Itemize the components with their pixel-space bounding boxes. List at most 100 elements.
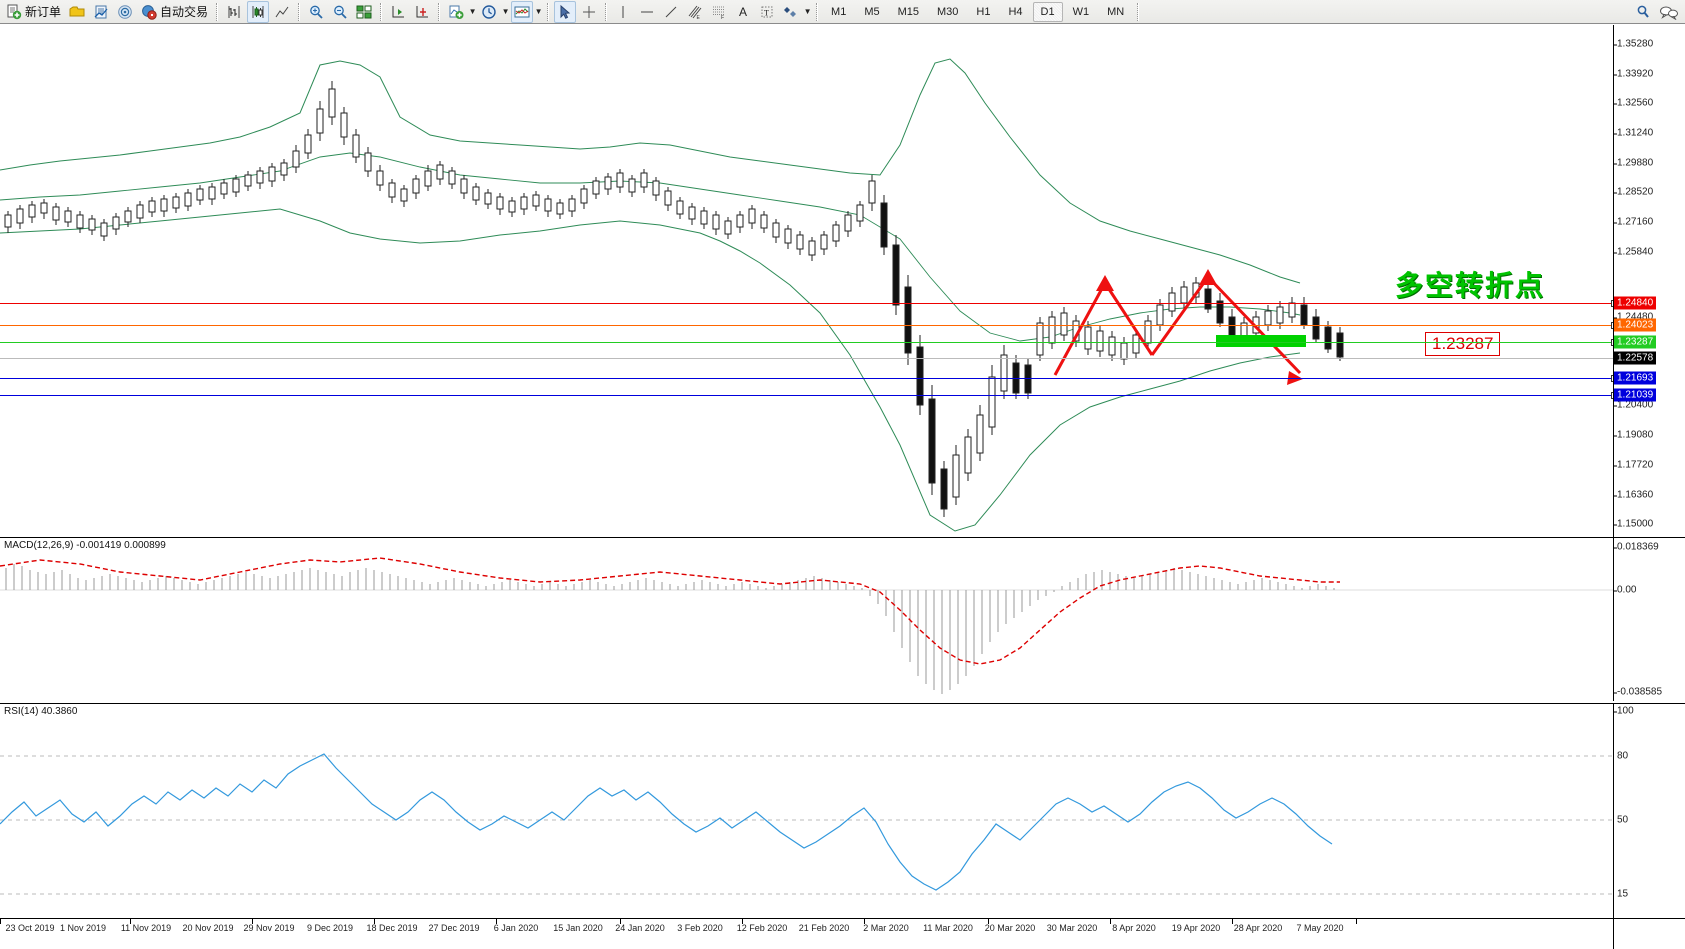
fibonacci-button[interactable]: F [708,1,730,23]
candlestick-chart-button[interactable] [247,0,270,23]
timeframe-m30[interactable]: M30 [937,5,959,18]
rsi-line [0,753,1333,891]
level-line-124023[interactable] [0,322,1618,329]
line-chart-button[interactable] [271,1,293,23]
price-tick: 1.25840 [1613,247,1653,258]
price-level-label-resistance-2[interactable]: 1.24023 [1614,318,1657,332]
price-callout: 1.23287 [1425,332,1501,356]
level-line-121693[interactable] [0,375,1618,382]
bollinger-middle-band [0,152,1301,342]
auto-scroll-button[interactable] [387,1,409,23]
rsi-axis: 100 80 50 15 [1613,704,1685,918]
autotrading-icon [142,4,157,20]
price-tick: 1.27160 [1613,217,1653,228]
new-order-label: 新订单 [25,5,62,19]
price-level-label-support-1[interactable]: 1.21693 [1614,371,1657,385]
rsi-tick: 80 [1617,750,1629,762]
price-axis[interactable]: 1.35280 1.33920 1.32560 1.31240 1.29880 … [1613,25,1685,537]
periods-caret-icon[interactable]: ▼ [501,7,510,16]
zoom-in-button[interactable] [305,1,327,23]
toolbar-separator-6 [605,2,608,21]
level-line-124840[interactable] [0,300,1618,307]
tile-windows-button[interactable] [353,1,375,23]
data-window-button[interactable] [114,1,136,23]
time-tick: 1 Nov 2019 [59,923,107,933]
macd-tick: 0.00 [1613,585,1636,596]
templates-caret-icon[interactable]: ▼ [534,7,543,16]
time-tick: 24 Jan 2020 [615,923,665,933]
tile-windows-icon [356,5,372,18]
indicators-icon [449,5,464,19]
price-tick: 1.24480 [1613,312,1653,323]
text-label-button[interactable]: T [756,1,778,23]
timeframe-d1[interactable]: D1 [1032,1,1063,22]
shapes-button[interactable] [780,1,802,23]
equidistant-channel-button[interactable]: E [684,1,706,23]
candlestick-series [4,81,1344,517]
toolbar-separator [216,2,219,21]
bar-chart-button[interactable] [223,1,245,23]
signal-icon [118,4,132,19]
price-level-label-support-2[interactable]: 1.21039 [1614,388,1657,402]
time-tick: 15 Jan 2020 [553,923,603,933]
timeframe-w1[interactable]: W1 [1072,5,1090,18]
periods-button[interactable] [478,1,500,23]
text-button[interactable]: A [739,4,748,19]
zoom-out-button[interactable] [329,1,351,23]
time-tick: 23 Oct 2019 [5,923,55,933]
fibonacci-icon: F [713,6,726,20]
vertical-line-icon [622,5,624,18]
templates-button[interactable] [511,0,534,23]
price-chart-svg [0,58,1344,532]
timeframe-h4[interactable]: H4 [1008,5,1023,18]
price-axis-line [1613,25,1614,537]
market-watch-button[interactable] [90,1,112,23]
autotrading-button[interactable]: 自动交易 [138,1,211,23]
time-tick: 7 May 2020 [1296,923,1344,933]
time-tick: 8 Apr 2020 [1112,923,1156,933]
cursor-button[interactable] [554,0,577,23]
indicators-caret-icon[interactable]: ▼ [468,7,477,16]
trendline-icon [665,6,677,17]
trendline-button[interactable] [660,1,682,23]
rsi-pane[interactable]: RSI(14) 40.3860 100 80 50 15 [0,703,1685,918]
timeframe-m1[interactable]: M1 [831,5,847,18]
macd-plot-area [0,538,1685,701]
macd-axis-line [1613,538,1614,701]
time-tick: 18 Dec 2019 [366,923,418,933]
chart-shift-icon [416,5,429,17]
timeframe-m5[interactable]: M5 [864,5,880,18]
macd-pane[interactable]: MACD(12,26,9) -0.001419 0.000899 0.01836… [0,537,1685,701]
vertical-line-button[interactable] [612,1,634,23]
toolbar-separator-4 [438,2,441,21]
search-icon [1637,5,1649,18]
timeframe-m15[interactable]: M15 [897,5,919,18]
chart-shift-button[interactable] [411,1,433,23]
profiles-button[interactable] [66,1,88,23]
new-order-button[interactable]: 新订单 [3,1,64,23]
level-line-121039[interactable] [0,392,1618,399]
price-chart-pane[interactable]: 多空转折点 1.23287 1.35280 1.33920 1.32560 1.… [0,25,1685,537]
time-axis[interactable]: 23 Oct 2019 1 Nov 2019 11 Nov 2019 20 No… [0,918,1613,949]
chat-button[interactable] [1656,1,1682,23]
timeframe-mn[interactable]: MN [1107,5,1125,18]
level-line-123287[interactable] [0,339,1618,346]
time-tick: 19 Apr 2020 [1171,923,1221,933]
search-button[interactable] [1632,1,1654,23]
price-level-label-resistance-1[interactable]: 1.24840 [1614,296,1657,310]
time-tick: 2 Mar 2020 [863,923,909,933]
indicators-button[interactable] [445,1,467,23]
zigzag-analysis-lines [1053,275,1302,376]
toolbar-separator-2 [298,2,301,21]
folder-icon [69,6,85,16]
support-zone-highlight [1216,335,1306,347]
price-tick: 1.29880 [1613,158,1653,169]
price-level-label-pivot[interactable]: 1.23287 [1614,335,1657,349]
timeframe-h1[interactable]: H1 [976,5,991,18]
time-tick: 30 Mar 2020 [1046,923,1098,933]
crosshair-button[interactable] [578,1,600,23]
price-tick: 1.28520 [1613,187,1653,198]
time-tick: 6 Jan 2020 [493,923,539,933]
horizontal-line-button[interactable] [636,1,658,23]
shapes-caret-icon[interactable]: ▼ [803,7,812,16]
